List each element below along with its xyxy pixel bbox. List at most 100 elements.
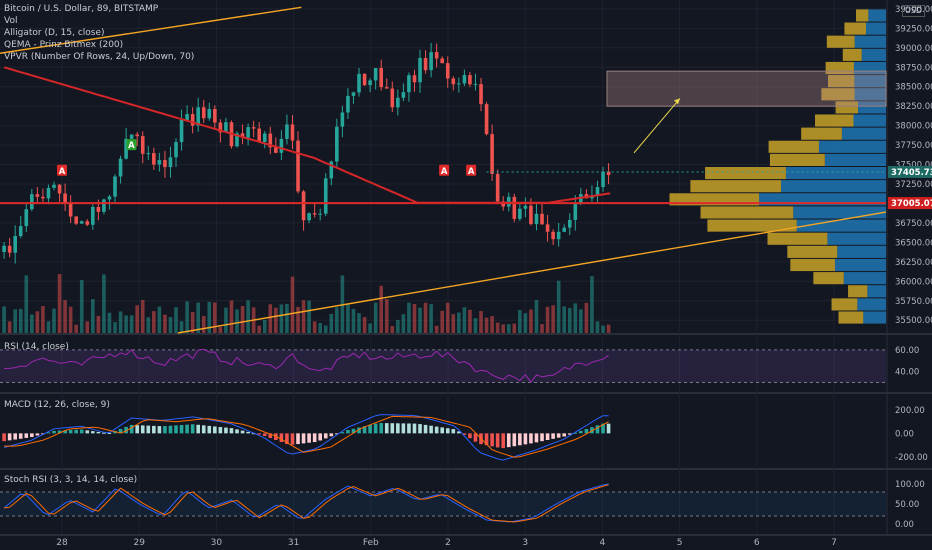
volume-bar xyxy=(457,312,461,333)
macd-histogram-bar xyxy=(379,423,384,434)
candle-body xyxy=(246,127,250,138)
target-zone-box xyxy=(606,70,887,107)
vpvr-down-bar xyxy=(848,285,868,298)
candle-body xyxy=(24,209,29,227)
vpvr-up-bar xyxy=(854,88,886,101)
macd-histogram-bar xyxy=(556,433,561,438)
volume-bar xyxy=(595,321,600,333)
candle-body xyxy=(74,216,78,224)
vpvr-down-bar xyxy=(801,127,842,140)
macd-histogram-bar xyxy=(495,433,500,448)
volume-bar xyxy=(279,304,284,333)
rsi-band xyxy=(0,349,886,383)
macd-histogram-bar xyxy=(2,433,6,442)
volume-bar xyxy=(163,314,167,333)
macd-histogram-bar xyxy=(18,433,23,439)
volume-bar xyxy=(318,323,323,333)
candle-body xyxy=(545,224,550,232)
lower-trendline xyxy=(177,211,887,334)
macd-line xyxy=(3,414,609,461)
macd-histogram-bar xyxy=(357,427,361,434)
level-price-tag: 37005.07 xyxy=(891,199,932,209)
volume-bar xyxy=(41,305,45,333)
vpvr-up-bar xyxy=(857,298,886,311)
volume-bar xyxy=(91,299,95,333)
macd-histogram-bar xyxy=(429,425,433,434)
candle-body xyxy=(512,196,517,219)
main-legend: Bitcoin / U.S. Dollar, 89, BITSTAMP Vol … xyxy=(4,3,194,63)
signal-marker-label: A xyxy=(59,167,66,177)
macd-histogram-bar xyxy=(30,433,34,438)
volume-bar xyxy=(268,304,273,333)
macd-histogram-bar xyxy=(7,433,12,441)
volume-bar xyxy=(335,307,339,333)
candle-body xyxy=(163,160,167,168)
volume-bar xyxy=(473,318,478,333)
candle-body xyxy=(368,80,372,86)
candle-body xyxy=(96,206,101,212)
volume-bar xyxy=(213,302,217,333)
candle-body xyxy=(179,119,184,143)
price-tick-label: 37750.00 xyxy=(895,141,932,151)
macd-histogram-bar xyxy=(307,433,311,443)
candle-body xyxy=(595,187,600,197)
macd-histogram-bar xyxy=(506,433,511,448)
candle-body xyxy=(190,114,195,126)
macd-histogram-bar xyxy=(35,433,40,436)
candle-body xyxy=(290,124,295,141)
volume-bar xyxy=(346,304,350,333)
vpvr-down-bar xyxy=(821,88,855,101)
candle-body xyxy=(362,73,367,86)
volume-bar xyxy=(545,306,550,333)
candle-body xyxy=(445,63,450,79)
macd-histogram-bar xyxy=(196,424,201,434)
macd-histogram-bar xyxy=(190,424,195,434)
macd-histogram-bar xyxy=(301,433,306,444)
macd-histogram-bar xyxy=(163,426,167,434)
macd-histogram-bar xyxy=(346,430,350,434)
candle-body xyxy=(201,107,206,119)
vpvr-up-bar xyxy=(854,75,886,88)
volume-bar xyxy=(479,311,483,333)
volume-bar xyxy=(573,303,578,333)
macd-histogram-bar xyxy=(74,429,78,434)
macd-histogram-bar xyxy=(213,426,217,434)
chart-title: Bitcoin / U.S. Dollar, 89, BITSTAMP xyxy=(4,4,159,14)
macd-histogram-bar xyxy=(157,426,162,434)
macd-histogram-bar xyxy=(296,433,300,445)
volume-bar xyxy=(257,325,262,333)
x-tick-label: 5 xyxy=(677,538,683,548)
candle-body xyxy=(135,134,139,137)
volume-bar xyxy=(396,320,400,333)
macd-histogram-bar xyxy=(573,432,578,434)
macd-histogram-bar xyxy=(229,428,234,434)
vpvr-down-bar xyxy=(815,114,854,127)
candle-body xyxy=(379,68,384,88)
volume-bar xyxy=(207,301,212,333)
candle-body xyxy=(185,114,189,120)
candle-body xyxy=(124,138,128,159)
candle-body xyxy=(312,213,317,215)
legend-alligator: Alligator (D, 15, close) xyxy=(4,28,105,38)
volume-bar xyxy=(118,311,123,333)
macd-histogram-bar xyxy=(146,425,151,434)
rsi-legend: RSI (14, close) xyxy=(4,342,69,352)
signal-marker xyxy=(466,164,477,176)
volume-bar xyxy=(606,324,611,333)
volume-bar xyxy=(224,307,228,333)
macd-tick-label: -200.00 xyxy=(895,453,928,463)
macd-histogram-bar xyxy=(440,427,445,434)
rsi-tick-label: 60.00 xyxy=(895,346,919,356)
volume-bar xyxy=(567,307,572,333)
vpvr-down-bar xyxy=(790,258,835,272)
vpvr-down-bar xyxy=(827,75,855,88)
macd-histogram-bar xyxy=(534,433,539,443)
legend-vpvr: VPVR (Number Of Rows, 24, Up/Down, 70) xyxy=(4,52,195,62)
candle-body xyxy=(418,57,422,83)
volume-bar xyxy=(168,316,173,333)
volume-bar xyxy=(368,323,372,333)
signal-marker xyxy=(439,164,450,176)
price-tick-label: 37250.00 xyxy=(895,180,932,190)
candle-body xyxy=(534,213,539,225)
